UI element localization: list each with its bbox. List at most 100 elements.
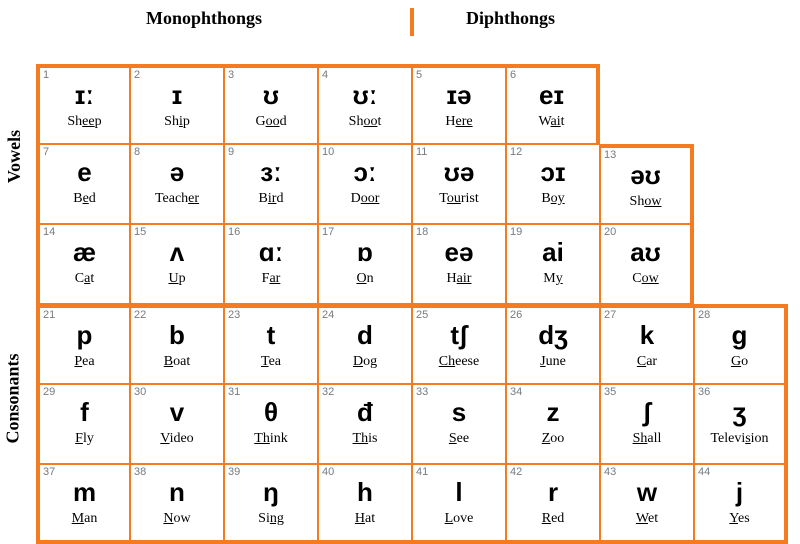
cell-number: 15 bbox=[134, 226, 146, 238]
example-word: Think bbox=[225, 431, 317, 447]
phoneme-cell-21: 21pPea bbox=[36, 304, 130, 384]
phoneme-cell-25: 25tʃCheese bbox=[412, 304, 506, 384]
example-word: Dog bbox=[319, 354, 411, 370]
example-word: Red bbox=[507, 511, 599, 527]
cell-number: 17 bbox=[322, 226, 334, 238]
cell-number: 10 bbox=[322, 146, 334, 158]
cell-number: 6 bbox=[510, 69, 516, 81]
phoneme-symbol: d bbox=[319, 322, 411, 348]
example-word: Hat bbox=[319, 511, 411, 527]
example-word: Now bbox=[131, 511, 223, 527]
cell-number: 38 bbox=[134, 466, 146, 478]
cell-number: 11 bbox=[416, 146, 427, 158]
cell-number: 24 bbox=[322, 309, 334, 321]
phoneme-symbol: θ bbox=[225, 399, 317, 425]
phoneme-cell-44: 44jYes bbox=[694, 464, 788, 544]
cell-number: 33 bbox=[416, 386, 428, 398]
example-word: Man bbox=[40, 511, 129, 527]
phoneme-cell-30: 30vVideo bbox=[130, 384, 224, 464]
example-word: Cat bbox=[40, 271, 129, 287]
phoneme-symbol: b bbox=[131, 322, 223, 348]
cell-number: 21 bbox=[43, 309, 55, 321]
example-word: Ship bbox=[131, 114, 223, 130]
example-word: Teacher bbox=[131, 191, 223, 207]
phoneme-cell-2: 2ɪShip bbox=[130, 64, 224, 144]
phoneme-cell-12: 12ɔɪBoy bbox=[506, 144, 600, 224]
phoneme-cell-39: 39ŋSing bbox=[224, 464, 318, 544]
example-word: Far bbox=[225, 271, 317, 287]
phoneme-symbol: g bbox=[695, 322, 784, 348]
phoneme-symbol: n bbox=[131, 479, 223, 505]
cell-number: 37 bbox=[43, 466, 55, 478]
phoneme-symbol: j bbox=[695, 479, 784, 505]
phoneme-symbol: ɪː bbox=[40, 82, 129, 108]
phoneme-cell-5: 5ɪəHere bbox=[412, 64, 506, 144]
phoneme-cell-41: 41lLove bbox=[412, 464, 506, 544]
example-word: Up bbox=[131, 271, 223, 287]
phoneme-symbol: f bbox=[40, 399, 129, 425]
cell-number: 40 bbox=[322, 466, 334, 478]
phoneme-symbol: ɪə bbox=[413, 82, 505, 108]
example-word: Boy bbox=[507, 191, 599, 207]
phoneme-symbol: z bbox=[507, 399, 599, 425]
cell-number: 31 bbox=[228, 386, 240, 398]
cell-number: 29 bbox=[43, 386, 55, 398]
phoneme-symbol: ŋ bbox=[225, 479, 317, 505]
phoneme-symbol: aʊ bbox=[601, 239, 690, 265]
example-word: June bbox=[507, 354, 599, 370]
example-word: Good bbox=[225, 114, 317, 130]
example-word: Car bbox=[601, 354, 693, 370]
phoneme-cell-14: 14æCat bbox=[36, 224, 130, 304]
example-word: Go bbox=[695, 354, 784, 370]
example-word: Show bbox=[601, 194, 690, 210]
cell-number: 43 bbox=[604, 466, 616, 478]
phoneme-symbol: ʒ bbox=[695, 399, 784, 425]
example-word: Shoot bbox=[319, 114, 411, 130]
phoneme-cell-27: 27kCar bbox=[600, 304, 694, 384]
phoneme-symbol: tʃ bbox=[413, 322, 505, 348]
phoneme-cell-37: 37mMan bbox=[36, 464, 130, 544]
example-word: Shall bbox=[601, 431, 693, 447]
phoneme-symbol: ɑː bbox=[225, 239, 317, 265]
phoneme-cell-28: 28g Go bbox=[694, 304, 788, 384]
phoneme-symbol: r bbox=[507, 479, 599, 505]
phoneme-cell-31: 31θ Think bbox=[224, 384, 318, 464]
phoneme-symbol: đ bbox=[319, 399, 411, 425]
phoneme-symbol: v bbox=[131, 399, 223, 425]
phoneme-symbol: ɔː bbox=[319, 159, 411, 185]
phoneme-cell-29: 29fFly bbox=[36, 384, 130, 464]
cell-number: 8 bbox=[134, 146, 140, 158]
example-word: Zoo bbox=[507, 431, 599, 447]
cell-number: 28 bbox=[698, 309, 710, 321]
phoneme-cell-3: 3ʊGood bbox=[224, 64, 318, 144]
phoneme-cell-34: 34z Zoo bbox=[506, 384, 600, 464]
phoneme-symbol: w bbox=[601, 479, 693, 505]
example-word: Yes bbox=[695, 511, 784, 527]
cell-number: 20 bbox=[604, 226, 616, 238]
example-word: Cow bbox=[601, 271, 690, 287]
phoneme-cell-6: 6eɪWait bbox=[506, 64, 600, 144]
phoneme-cell-7: 7eBed bbox=[36, 144, 130, 224]
example-word: Sing bbox=[225, 511, 317, 527]
cell-number: 34 bbox=[510, 386, 522, 398]
phoneme-cell-19: 19aiMy bbox=[506, 224, 600, 304]
cell-number: 25 bbox=[416, 309, 428, 321]
phoneme-symbol: ai bbox=[507, 239, 599, 265]
phoneme-symbol: dʒ bbox=[507, 322, 599, 348]
phoneme-cell-38: 38n Now bbox=[130, 464, 224, 544]
cell-number: 13 bbox=[604, 149, 616, 161]
example-word: This bbox=[319, 431, 411, 447]
phoneme-symbol: p bbox=[40, 322, 129, 348]
phoneme-cell-33: 33sSee bbox=[412, 384, 506, 464]
cell-number: 42 bbox=[510, 466, 522, 478]
example-word: Tourist bbox=[413, 191, 505, 207]
example-word: Door bbox=[319, 191, 411, 207]
phoneme-cell-23: 23tTea bbox=[224, 304, 318, 384]
phoneme-symbol: əʊ bbox=[601, 162, 690, 188]
phoneme-cell-43: 43wWet bbox=[600, 464, 694, 544]
phoneme-cell-13: 13əʊ Show bbox=[600, 144, 694, 224]
phoneme-cell-18: 18eəHair bbox=[412, 224, 506, 304]
phoneme-cell-17: 17ɒOn bbox=[318, 224, 412, 304]
cell-number: 5 bbox=[416, 69, 422, 81]
phoneme-symbol: k bbox=[601, 322, 693, 348]
